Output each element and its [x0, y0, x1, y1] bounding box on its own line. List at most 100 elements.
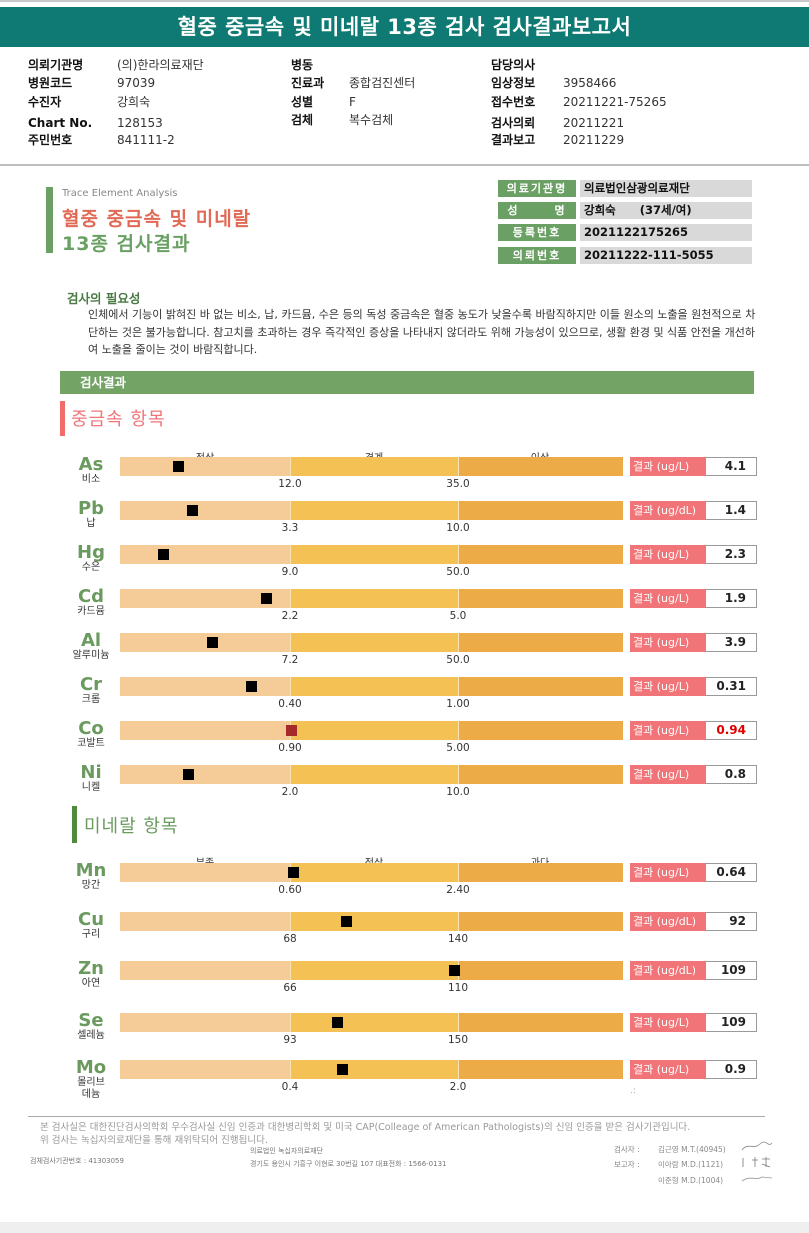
zone-high	[458, 863, 623, 882]
range-bar	[120, 677, 623, 696]
result-unit-label: 결과 (ug/L)	[630, 721, 705, 740]
result-value: 1.4	[705, 501, 757, 520]
zone-high	[458, 589, 623, 608]
result-value: 0.64	[705, 863, 757, 882]
field-label: 성별	[291, 95, 314, 109]
result-unit-label: 결과 (ug/L)	[630, 633, 705, 652]
id-box-value: 의료법인삼광의료재단	[580, 180, 752, 197]
range-bar	[120, 501, 623, 520]
lab-number: 검체검사기관번호 : 41303059	[30, 1157, 124, 1165]
result-unit-label: 결과 (ug/L)	[630, 1060, 705, 1079]
id-box: 의뢰번호 20211222-111-5055	[498, 247, 754, 264]
id-box: 의료기관명 의료법인삼광의료재단	[498, 180, 754, 197]
signer-name: 이아람 M.D.(1121)	[658, 1160, 724, 1169]
zone-low	[120, 589, 290, 608]
field-value: 20211221	[563, 116, 625, 130]
threshold-label: 35.0	[446, 478, 470, 490]
element-name: 셀레늄	[77, 1030, 105, 1041]
element-row: Cd 카드뮴 2.2 5.0 결과 (ug/L) 1.9	[0, 588, 809, 628]
field-value: 20211221-75265	[563, 95, 667, 109]
field-label: 의뢰기관명	[28, 58, 84, 72]
zone-low	[120, 501, 290, 520]
element-name: 니켈	[81, 782, 101, 793]
value-marker	[331, 1017, 343, 1028]
threshold-label: 2.0	[281, 786, 299, 798]
value-marker	[340, 916, 352, 927]
field-value: 20211229	[563, 133, 625, 147]
result-value: 109	[705, 961, 757, 980]
zone-mid	[290, 863, 458, 882]
threshold-label: 1.00	[446, 698, 470, 710]
element-row: Se 셀레늄 93 150 결과 (ug/L) 109	[0, 1012, 809, 1052]
zone-mid	[290, 1060, 458, 1079]
element-name: 비소	[81, 474, 101, 485]
element-row: Ni 니켈 2.0 10.0 결과 (ug/L) 0.8	[0, 764, 809, 804]
result-value: 92	[705, 912, 757, 931]
element-symbol: Cu	[77, 909, 105, 930]
zone-low	[120, 765, 290, 784]
zone-mid	[290, 545, 458, 564]
id-box-label: 의뢰번호	[498, 247, 576, 264]
threshold-label: 10.0	[446, 522, 470, 534]
id-box-label: 등록번호	[498, 224, 576, 241]
zone-mid	[290, 677, 458, 696]
element-row: Mo 몰리브 데늄 0.4 2.0 결과 (ug/L) 0.9	[0, 1057, 809, 1100]
field-value: 97039	[117, 76, 156, 90]
element-symbol: Cd	[77, 586, 105, 607]
id-box-value: 강희숙 (37세/여)	[580, 202, 752, 219]
element-symbol: Pb	[77, 498, 105, 519]
element-row: Cr 크롬 0.40 1.00 결과 (ug/L) 0.31	[0, 676, 809, 716]
field-label: 병동	[291, 58, 314, 72]
value-marker	[448, 965, 460, 976]
value-marker	[206, 637, 218, 648]
id-box-value: 2021122175265	[580, 224, 752, 241]
zone-mid	[290, 765, 458, 784]
field-value: 128153	[117, 116, 163, 130]
element-row: Cu 구리 68 140 결과 (ug/dL) 92	[0, 911, 809, 951]
field-value: 종합검진센터	[349, 76, 416, 90]
result-unit-label: 결과 (ug/dL)	[630, 912, 705, 931]
report-title: 혈중 중금속 및 미네랄 13종 검사 검사결과보고서	[0, 7, 809, 47]
range-bar	[120, 721, 623, 740]
element-symbol: Ni	[80, 762, 102, 783]
element-symbol: Mo	[75, 1057, 107, 1078]
element-row: As 비소 12.0 35.0 결과 (ug/L) 4.1	[0, 456, 809, 496]
heavy-metals-accent	[60, 401, 65, 436]
field-label: 접수번호	[491, 95, 536, 109]
value-marker	[288, 867, 300, 878]
report-heading-line2: 13종 검사결과	[62, 233, 191, 255]
result-value: 0.31	[705, 677, 757, 696]
id-box-value: 20211222-111-5055	[580, 247, 752, 264]
id-box: 등록번호 2021122175265	[498, 224, 754, 241]
threshold-label: 150	[447, 1034, 469, 1046]
result-value: 0.94	[705, 721, 757, 740]
element-symbol: Cr	[79, 674, 103, 695]
element-row: Co 코발트 0.90 5.00 결과 (ug/L) 0.94	[0, 720, 809, 760]
minerals-title: 미네랄 항목	[84, 816, 179, 837]
id-box-label: 성 명	[498, 202, 576, 219]
threshold-label: 50.0	[446, 566, 470, 578]
zone-low	[120, 961, 290, 980]
element-name: 코발트	[77, 738, 105, 749]
header-divider	[0, 164, 809, 166]
result-unit-label: 결과 (ug/dL)	[630, 961, 705, 980]
value-marker	[286, 725, 298, 736]
field-value: (의)한라의료재단	[117, 58, 204, 72]
value-marker	[172, 461, 184, 472]
necessity-text: 인체에서 기능이 밝혀진 바 없는 비소, 납, 카드뮴, 수은 등의 독성 중…	[88, 308, 756, 356]
result-value: 4.1	[705, 457, 757, 476]
element-row: Al 알루미늄 7.2 50.0 결과 (ug/L) 3.9	[0, 632, 809, 672]
zone-mid	[290, 633, 458, 652]
field-label: 검사의뢰	[491, 116, 536, 130]
element-name: 구리	[81, 929, 101, 940]
zone-high	[458, 912, 623, 931]
org-name: 의료법인 녹십자의료재단	[250, 1147, 324, 1155]
field-label: 담당의사	[491, 58, 536, 72]
element-name: 수은	[81, 562, 101, 573]
element-name: 아연	[81, 978, 101, 989]
element-symbol: Zn	[78, 958, 104, 979]
zone-mid	[290, 457, 458, 476]
field-value: 3958466	[563, 76, 617, 90]
zone-high	[458, 457, 623, 476]
results-header: 검사결과	[60, 371, 754, 394]
